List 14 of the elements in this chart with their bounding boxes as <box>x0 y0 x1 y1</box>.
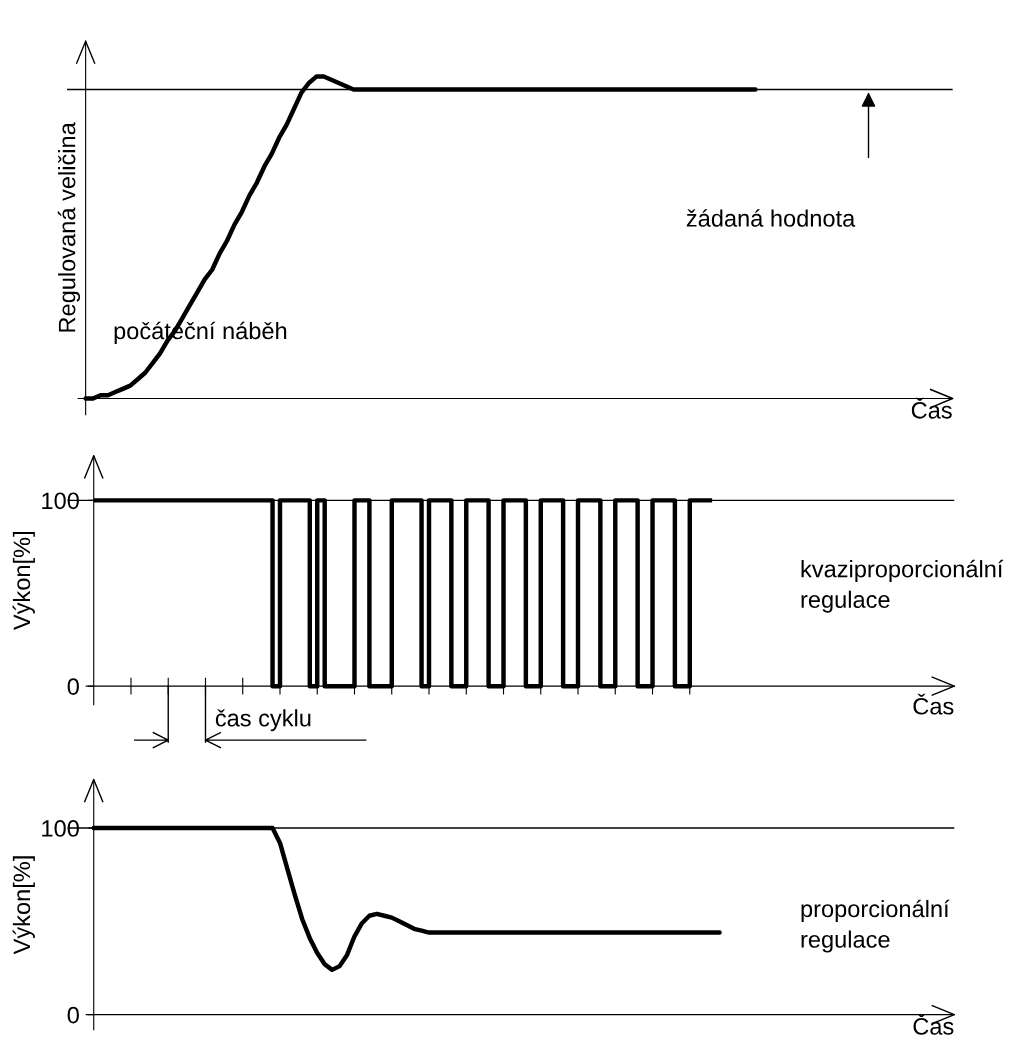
x-axis-title: Čas <box>913 693 954 715</box>
annotation: proporcionální regulace <box>801 899 950 953</box>
y-tick-label: 0 <box>67 1006 79 1024</box>
annotation: kvaziproporcionální regulace <box>801 559 1004 613</box>
y-axis-title: Regulovaná veličina <box>57 122 81 332</box>
x-axis-title: Čas <box>911 397 952 419</box>
y-tick-label: 100 <box>42 492 79 510</box>
y-axis-title: Výkon[%] <box>12 532 35 631</box>
y-tick-label: 100 <box>42 820 79 837</box>
y-tick-label: 0 <box>67 678 79 695</box>
annotation: žádaná hodnota <box>686 209 856 227</box>
text: čas cyklu <box>215 709 311 732</box>
x-axis-title: Čas <box>913 1013 954 1035</box>
y-axis-title: Výkon[%] <box>12 856 35 955</box>
